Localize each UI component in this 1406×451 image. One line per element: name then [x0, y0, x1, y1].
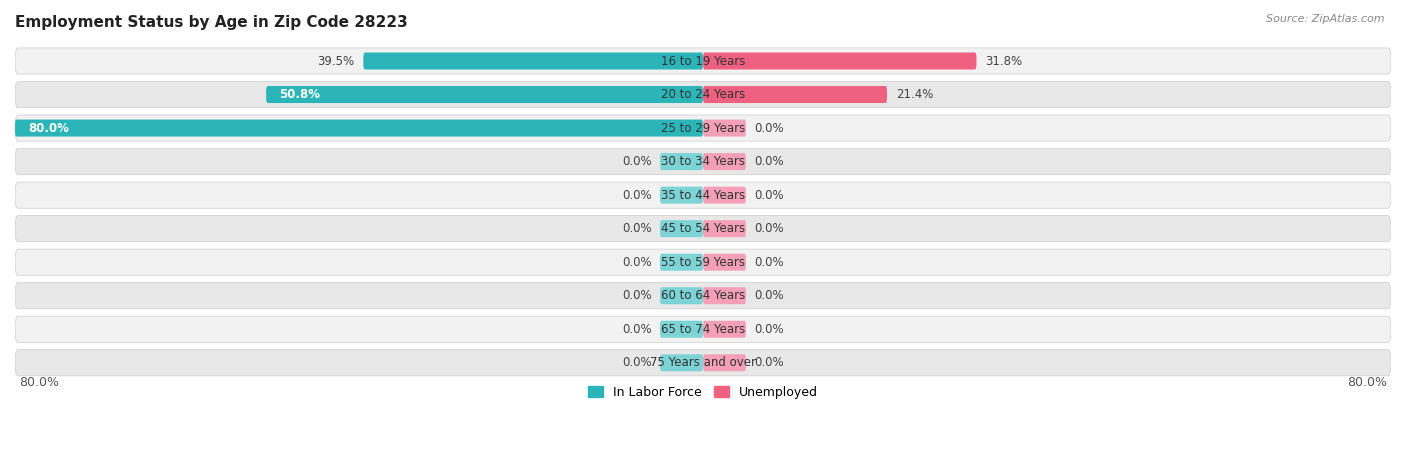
Text: 60 to 64 Years: 60 to 64 Years [661, 289, 745, 302]
Text: 0.0%: 0.0% [755, 222, 785, 235]
Text: 0.0%: 0.0% [621, 189, 651, 202]
FancyBboxPatch shape [15, 216, 1391, 242]
Text: 21.4%: 21.4% [896, 88, 934, 101]
FancyBboxPatch shape [703, 86, 887, 103]
FancyBboxPatch shape [15, 82, 1391, 108]
FancyBboxPatch shape [363, 52, 703, 69]
FancyBboxPatch shape [703, 120, 747, 137]
Text: 45 to 54 Years: 45 to 54 Years [661, 222, 745, 235]
FancyBboxPatch shape [659, 220, 703, 237]
FancyBboxPatch shape [703, 220, 747, 237]
Text: Employment Status by Age in Zip Code 28223: Employment Status by Age in Zip Code 282… [15, 15, 408, 30]
Text: 0.0%: 0.0% [621, 155, 651, 168]
Text: 0.0%: 0.0% [755, 122, 785, 134]
FancyBboxPatch shape [659, 153, 703, 170]
FancyBboxPatch shape [15, 120, 703, 137]
FancyBboxPatch shape [703, 187, 747, 204]
FancyBboxPatch shape [15, 283, 1391, 309]
Text: 55 to 59 Years: 55 to 59 Years [661, 256, 745, 269]
FancyBboxPatch shape [15, 316, 1391, 342]
FancyBboxPatch shape [15, 249, 1391, 275]
Text: 31.8%: 31.8% [986, 55, 1022, 68]
FancyBboxPatch shape [703, 354, 747, 371]
FancyBboxPatch shape [703, 287, 747, 304]
Text: 39.5%: 39.5% [318, 55, 354, 68]
FancyBboxPatch shape [659, 354, 703, 371]
FancyBboxPatch shape [659, 321, 703, 338]
FancyBboxPatch shape [703, 52, 977, 69]
FancyBboxPatch shape [15, 350, 1391, 376]
Text: 16 to 19 Years: 16 to 19 Years [661, 55, 745, 68]
Text: 0.0%: 0.0% [621, 323, 651, 336]
Legend: In Labor Force, Unemployed: In Labor Force, Unemployed [583, 381, 823, 404]
FancyBboxPatch shape [659, 187, 703, 204]
FancyBboxPatch shape [659, 254, 703, 271]
Text: 0.0%: 0.0% [755, 289, 785, 302]
Text: 20 to 24 Years: 20 to 24 Years [661, 88, 745, 101]
Text: 75 Years and over: 75 Years and over [650, 356, 756, 369]
Text: 0.0%: 0.0% [621, 256, 651, 269]
FancyBboxPatch shape [659, 287, 703, 304]
FancyBboxPatch shape [15, 115, 1391, 141]
FancyBboxPatch shape [703, 321, 747, 338]
Text: 80.0%: 80.0% [1347, 376, 1386, 389]
Text: 80.0%: 80.0% [20, 376, 59, 389]
FancyBboxPatch shape [703, 254, 747, 271]
Text: 50.8%: 50.8% [278, 88, 321, 101]
Text: 0.0%: 0.0% [621, 289, 651, 302]
Text: 0.0%: 0.0% [621, 222, 651, 235]
FancyBboxPatch shape [703, 153, 747, 170]
FancyBboxPatch shape [15, 182, 1391, 208]
Text: 25 to 29 Years: 25 to 29 Years [661, 122, 745, 134]
Text: 0.0%: 0.0% [755, 323, 785, 336]
Text: 65 to 74 Years: 65 to 74 Years [661, 323, 745, 336]
Text: 30 to 34 Years: 30 to 34 Years [661, 155, 745, 168]
FancyBboxPatch shape [15, 148, 1391, 175]
Text: 80.0%: 80.0% [28, 122, 69, 134]
Text: 0.0%: 0.0% [755, 256, 785, 269]
Text: 35 to 44 Years: 35 to 44 Years [661, 189, 745, 202]
Text: 0.0%: 0.0% [621, 356, 651, 369]
FancyBboxPatch shape [266, 86, 703, 103]
Text: 0.0%: 0.0% [755, 155, 785, 168]
Text: 0.0%: 0.0% [755, 189, 785, 202]
Text: 0.0%: 0.0% [755, 356, 785, 369]
FancyBboxPatch shape [15, 48, 1391, 74]
Text: Source: ZipAtlas.com: Source: ZipAtlas.com [1267, 14, 1385, 23]
